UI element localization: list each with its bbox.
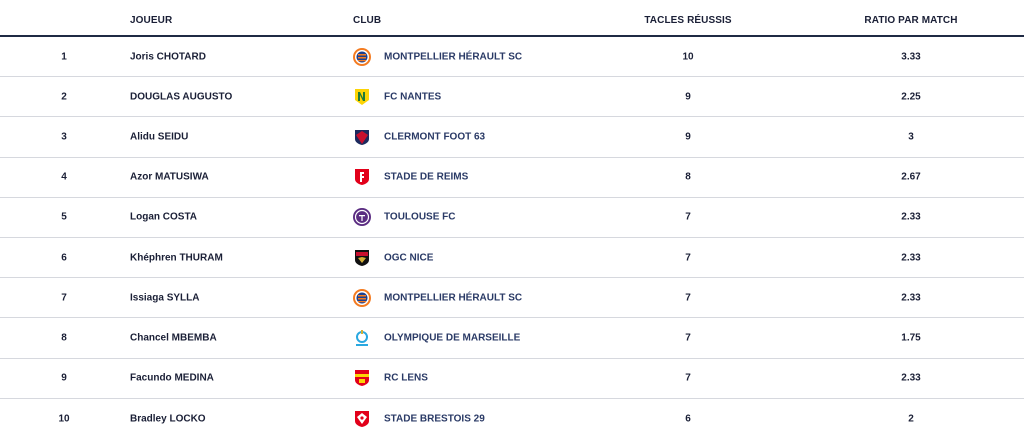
rank-cell: 9: [61, 372, 67, 384]
header-player[interactable]: JOUEUR: [130, 15, 173, 26]
club-link[interactable]: TOULOUSE FC: [384, 211, 456, 223]
rank-cell: 4: [61, 171, 67, 183]
player-link[interactable]: Azor MATUSIWA: [130, 171, 209, 183]
club-link[interactable]: MONTPELLIER HÉRAULT SC: [384, 292, 523, 304]
nice-logo-icon[interactable]: [352, 248, 372, 268]
ratio-cell: 3: [908, 131, 914, 143]
table-row: 9 Facundo MEDINA RC LENS 7 2.33: [0, 359, 1024, 399]
rank-cell: 3: [61, 131, 67, 143]
toulouse-logo-icon[interactable]: [352, 207, 372, 227]
rank-cell: 10: [58, 413, 70, 425]
tackles-cell: 7: [685, 292, 691, 304]
ratio-cell: 2.33: [901, 372, 921, 384]
ratio-cell: 2.33: [901, 252, 921, 264]
player-link[interactable]: Khéphren THURAM: [130, 252, 223, 264]
player-link[interactable]: Logan COSTA: [130, 211, 198, 223]
club-link[interactable]: MONTPELLIER HÉRAULT SC: [384, 51, 523, 63]
rank-cell: 7: [61, 292, 67, 304]
club-link[interactable]: OGC NICE: [384, 252, 434, 264]
ratio-cell: 2.67: [901, 171, 921, 183]
club-link[interactable]: CLERMONT FOOT 63: [384, 131, 486, 143]
club-link[interactable]: RC LENS: [384, 372, 428, 384]
player-link[interactable]: Facundo MEDINA: [130, 372, 214, 384]
marseille-logo-icon[interactable]: [352, 327, 372, 348]
tackles-cell: 10: [682, 51, 694, 63]
brest-logo-icon[interactable]: [352, 409, 372, 429]
table-row: 3 Alidu SEIDU CLERMONT FOOT 63 9 3: [0, 117, 1024, 158]
table-row: 2 DOUGLAS AUGUSTO FC NANTES 9 2.25: [0, 77, 1024, 118]
tackles-cell: 7: [685, 252, 691, 264]
club-link[interactable]: FC NANTES: [384, 91, 442, 103]
player-link[interactable]: Issiaga SYLLA: [130, 292, 200, 304]
club-link[interactable]: STADE DE REIMS: [384, 171, 469, 183]
tackles-cell: 9: [685, 91, 691, 103]
table-row: 6 Khéphren THURAM OGC NICE 7 2.33: [0, 238, 1024, 279]
tackles-cell: 8: [685, 171, 691, 183]
player-link[interactable]: Bradley LOCKO: [130, 413, 206, 425]
rank-cell: 5: [61, 211, 67, 223]
rank-cell: 8: [61, 332, 67, 344]
player-link[interactable]: Joris CHOTARD: [130, 51, 206, 63]
player-link[interactable]: Alidu SEIDU: [130, 131, 189, 143]
lens-logo-icon[interactable]: [352, 368, 372, 388]
table-row: 7 Issiaga SYLLA MONTPELLIER HÉRAULT SC 7 2.3…: [0, 278, 1024, 319]
table-row: 5 Logan COSTA TOULOUSE FC 7 2.33: [0, 198, 1024, 238]
header-tackles[interactable]: TACLES RÉUSSIS: [644, 15, 732, 26]
reims-logo-icon[interactable]: [352, 167, 372, 187]
table-row: 4 Azor MATUSIWA STADE DE REIMS 8 2.67: [0, 158, 1024, 198]
tackles-cell: 7: [685, 372, 691, 384]
header-club[interactable]: CLUB: [353, 15, 382, 26]
montpellier-logo-icon[interactable]: [352, 47, 372, 67]
clermont-logo-icon[interactable]: [352, 127, 372, 147]
tackles-cell: 7: [685, 332, 691, 344]
club-link[interactable]: OLYMPIQUE DE MARSEILLE: [384, 332, 521, 344]
nantes-logo-icon[interactable]: [352, 87, 372, 107]
ratio-cell: 2.33: [901, 292, 921, 304]
rank-cell: 2: [61, 91, 67, 103]
tackles-cell: 7: [685, 211, 691, 223]
club-link[interactable]: STADE BRESTOIS 29: [384, 413, 485, 425]
ratio-cell: 2: [908, 413, 914, 425]
table-row: 10 Bradley LOCKO STADE BRESTOIS 29 6 2: [0, 399, 1024, 438]
table-header: JOUEUR CLUB TACLES RÉUSSIS RATIO PAR MAT…: [0, 0, 1024, 37]
rank-cell: 6: [61, 252, 67, 264]
player-link[interactable]: DOUGLAS AUGUSTO: [130, 91, 233, 103]
montpellier-logo-icon[interactable]: [352, 288, 372, 308]
tackles-cell: 9: [685, 131, 691, 143]
player-link[interactable]: Chancel MBEMBA: [130, 332, 217, 344]
ratio-cell: 2.25: [901, 91, 921, 103]
header-ratio[interactable]: RATIO PAR MATCH: [864, 15, 958, 26]
table-body: 1 Joris CHOTARD MONTPELLIER HÉRAULT SC 10 3.…: [0, 37, 1024, 438]
ratio-cell: 2.33: [901, 211, 921, 223]
tackles-cell: 6: [685, 413, 691, 425]
table-row: 1 Joris CHOTARD MONTPELLIER HÉRAULT SC 10 3.…: [0, 37, 1024, 78]
ratio-cell: 3.33: [901, 51, 921, 63]
ratio-cell: 1.75: [901, 332, 921, 344]
rank-cell: 1: [61, 51, 67, 63]
table-row: 8 Chancel MBEMBA OLYMPIQUE DE MARSEILLE 7 1.…: [0, 318, 1024, 359]
